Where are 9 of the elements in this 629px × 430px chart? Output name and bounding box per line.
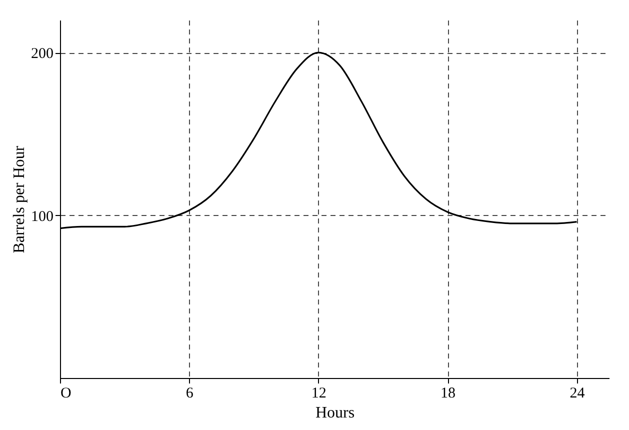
- x-tick-label: O: [60, 386, 72, 402]
- y-axis-title: Barrels per Hour: [11, 145, 28, 254]
- x-axis-title: Hours: [315, 404, 355, 422]
- y-tick-label: 200: [31, 46, 54, 62]
- x-tick-label: 12: [311, 386, 326, 402]
- y-tick-label: 100: [31, 208, 54, 225]
- x-tick-label: 18: [440, 386, 456, 402]
- x-tick-label: 6: [186, 386, 194, 402]
- x-tick-label: 24: [570, 386, 586, 402]
